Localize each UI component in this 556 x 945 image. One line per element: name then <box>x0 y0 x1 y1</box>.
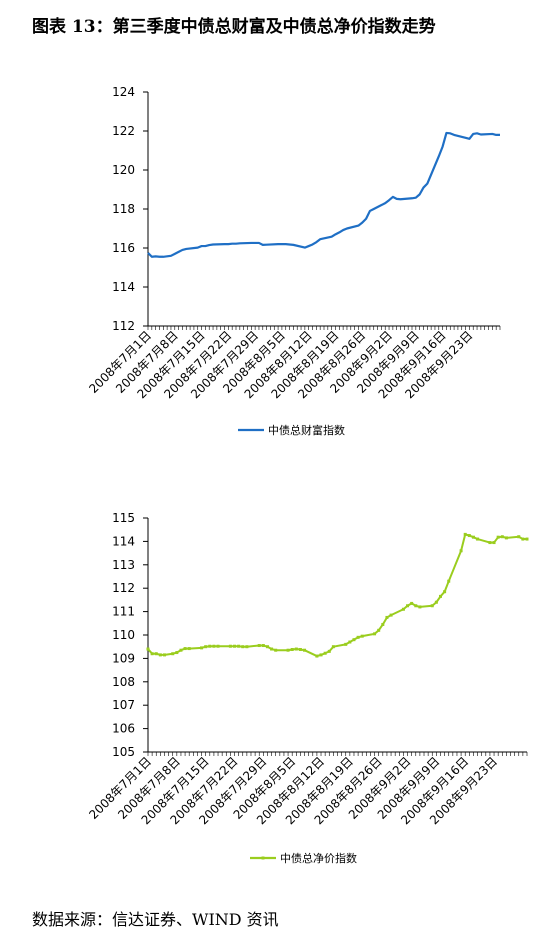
y-tick-label: 106 <box>112 722 135 736</box>
data-point <box>467 534 471 538</box>
data-point <box>233 644 237 648</box>
data-point <box>488 541 492 545</box>
y-tick-label: 116 <box>112 241 135 255</box>
y-tick-label: 109 <box>112 651 135 665</box>
data-point <box>492 541 496 545</box>
series-line-1 <box>147 131 500 258</box>
y-tick-label: 111 <box>112 605 135 619</box>
y-tick-label: 118 <box>112 202 135 216</box>
figure-title: 图表 13：第三季度中债总财富及中债总净价指数走势 <box>32 17 436 37</box>
y-tick-label: 113 <box>112 558 135 572</box>
data-point <box>298 648 302 652</box>
series-line-1 <box>147 533 527 658</box>
data-point <box>410 601 414 605</box>
data-point <box>237 644 241 648</box>
data-point <box>270 647 274 651</box>
data-point <box>265 645 269 649</box>
data-point <box>212 644 216 648</box>
data-point <box>216 644 220 648</box>
data-point <box>344 642 348 646</box>
data-point <box>443 590 447 594</box>
data-point <box>303 648 307 652</box>
data-point <box>434 600 438 604</box>
data-point <box>389 613 393 617</box>
chart-1: 1121141161181201221242008年7月1日2008年7月8日2… <box>86 85 501 437</box>
data-point <box>323 651 327 655</box>
data-point <box>204 645 208 649</box>
data-point <box>319 653 323 657</box>
data-point <box>257 644 261 648</box>
data-point <box>162 653 166 657</box>
y-tick-label: 114 <box>112 534 135 548</box>
data-point <box>315 654 319 658</box>
data-point <box>150 652 154 656</box>
data-point <box>373 632 377 636</box>
data-point <box>385 615 389 619</box>
legend-label: 中债总净价指数 <box>280 851 357 865</box>
data-point <box>496 535 500 539</box>
data-point <box>290 648 294 652</box>
y-tick-label: 115 <box>112 511 135 525</box>
data-point <box>261 644 265 648</box>
data-point <box>430 604 434 608</box>
data-point <box>476 537 480 541</box>
data-point <box>360 634 364 638</box>
data-point <box>183 647 187 651</box>
data-point <box>348 640 352 644</box>
data-point <box>406 604 410 608</box>
legend: 中债总净价指数 <box>250 851 357 865</box>
y-tick-label: 120 <box>112 163 135 177</box>
data-point <box>294 647 298 651</box>
data-point <box>274 648 278 652</box>
data-point <box>418 605 422 609</box>
data-point <box>517 535 521 539</box>
source-note: 数据来源：信达证券、WIND 资讯 <box>32 910 279 929</box>
chart-2: 1051061071081091101111121131141152008年7月… <box>86 511 529 865</box>
y-tick-label: 108 <box>112 675 135 689</box>
data-point <box>158 653 162 657</box>
data-point <box>146 647 150 651</box>
legend: 中债总财富指数 <box>238 423 345 437</box>
data-point <box>187 647 191 651</box>
data-point <box>438 594 442 598</box>
data-point <box>377 628 381 632</box>
data-point <box>356 635 360 639</box>
data-point <box>179 648 183 652</box>
data-point <box>171 652 175 656</box>
data-point <box>286 648 290 652</box>
data-point <box>414 604 418 608</box>
data-point <box>228 644 232 648</box>
y-tick-label: 112 <box>112 581 135 595</box>
data-point <box>331 645 335 649</box>
data-point <box>447 579 451 583</box>
y-tick-label: 110 <box>112 628 135 642</box>
data-point <box>459 549 463 553</box>
data-point <box>200 646 204 650</box>
data-point <box>521 537 525 541</box>
data-point <box>154 652 158 656</box>
data-point <box>463 532 467 536</box>
legend-marker <box>261 856 265 860</box>
data-point <box>401 607 405 611</box>
data-point <box>504 536 508 540</box>
data-point <box>471 535 475 539</box>
data-point <box>241 645 245 649</box>
y-tick-label: 107 <box>112 698 135 712</box>
data-point <box>208 644 212 648</box>
y-tick-label: 114 <box>112 280 135 294</box>
data-point <box>327 649 331 653</box>
y-tick-label: 105 <box>112 745 135 759</box>
legend-label: 中债总财富指数 <box>268 423 345 437</box>
data-point <box>175 651 179 655</box>
y-tick-label: 122 <box>112 124 135 138</box>
data-point <box>525 537 529 541</box>
y-tick-label: 112 <box>112 319 135 333</box>
data-point <box>245 645 249 649</box>
y-tick-label: 124 <box>112 85 135 99</box>
data-point <box>352 638 356 642</box>
data-point <box>381 622 385 626</box>
data-point <box>500 535 504 539</box>
